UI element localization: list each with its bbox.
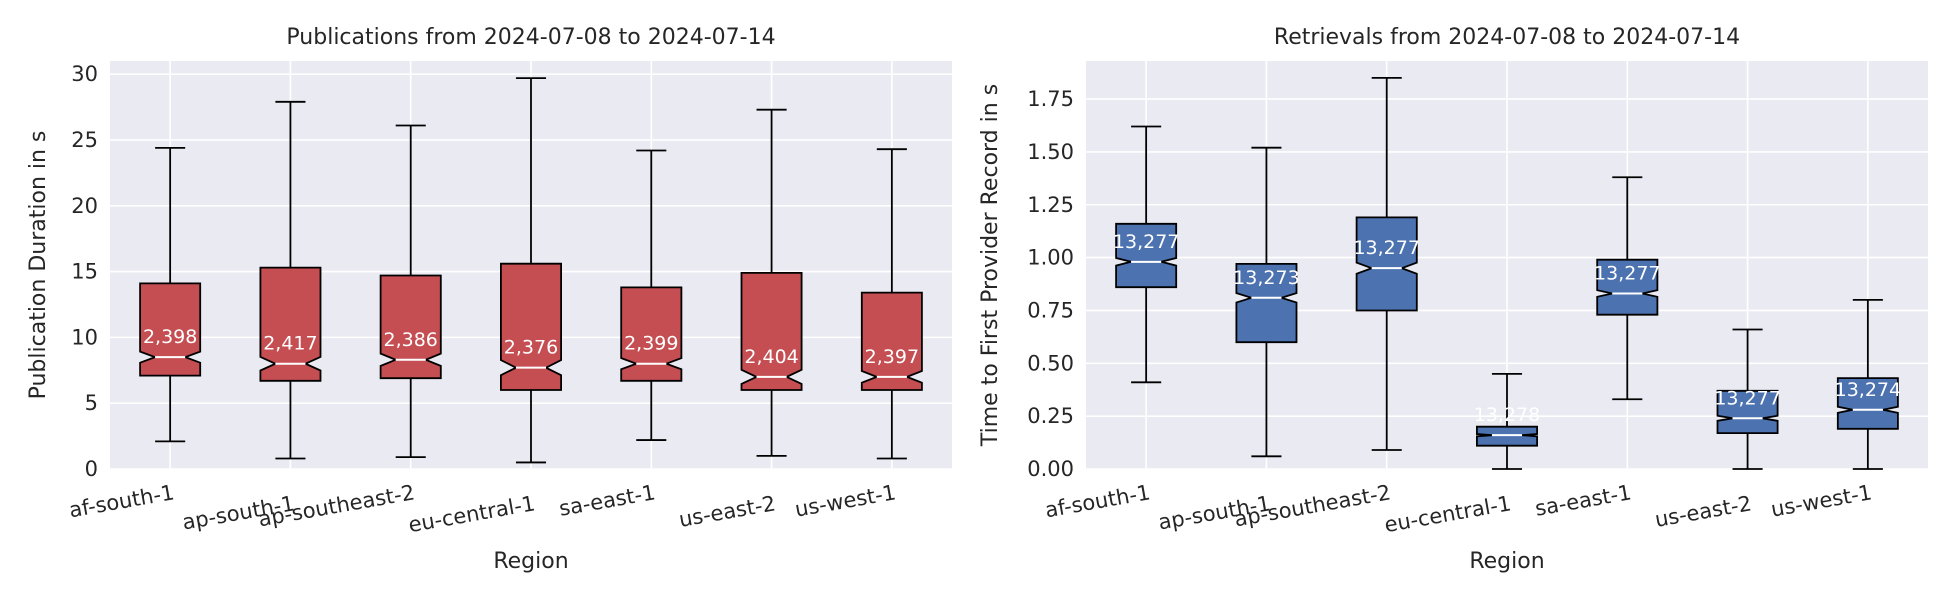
box	[740, 271, 803, 391]
box	[1115, 222, 1178, 289]
y-axis-label: Time to First Provider Record in s	[978, 84, 1003, 447]
publications-chart: Publications from 2024-07-08 to 2024-07-…	[26, 25, 952, 574]
y-tick-label: 0.50	[1027, 351, 1074, 375]
y-tick-label: 1.00	[1027, 246, 1074, 270]
y-tick-label: 30	[71, 62, 98, 86]
y-tick-label: 10	[71, 325, 98, 349]
box	[259, 266, 322, 382]
count-label: 2,399	[624, 333, 678, 355]
y-tick-label: 0	[85, 457, 98, 481]
count-label: 2,417	[263, 333, 317, 355]
box	[620, 286, 683, 382]
box	[860, 291, 923, 391]
count-label: 13,274	[1835, 379, 1901, 401]
count-label: 2,376	[504, 337, 558, 359]
box	[1836, 377, 1899, 430]
x-axis-label: Region	[493, 549, 568, 574]
y-axis-label: Publication Duration in s	[26, 131, 51, 400]
count-label: 13,278	[1474, 404, 1540, 426]
y-tick-label: 0.75	[1027, 298, 1074, 322]
box	[1476, 425, 1538, 447]
plot-area: 0510152025302,398af-south-12,417ap-south…	[67, 61, 952, 537]
box	[139, 282, 202, 377]
count-label: 13,277	[1353, 237, 1419, 259]
count-label: 2,397	[865, 346, 919, 368]
count-label: 2,386	[384, 329, 438, 351]
count-label: 13,277	[1714, 387, 1780, 409]
box	[499, 262, 562, 391]
count-label: 13,277	[1594, 263, 1660, 285]
y-tick-label: 20	[71, 194, 98, 218]
y-tick-label: 0.25	[1027, 404, 1074, 428]
box	[1355, 216, 1418, 312]
y-tick-label: 1.50	[1027, 140, 1074, 164]
box	[1596, 258, 1659, 316]
count-label: 2,404	[744, 346, 798, 368]
box	[1716, 389, 1779, 435]
count-label: 13,277	[1113, 231, 1179, 253]
box	[1235, 262, 1298, 344]
y-tick-label: 1.25	[1027, 193, 1074, 217]
y-tick-label: 0.00	[1027, 457, 1074, 481]
plot-area: 0.000.250.500.751.001.251.501.7513,277af…	[1027, 61, 1928, 537]
box	[379, 274, 442, 380]
count-label: 2,398	[143, 326, 197, 348]
y-tick-label: 5	[85, 391, 98, 415]
y-tick-label: 15	[71, 260, 98, 284]
chart-title: Retrievals from 2024-07-08 to 2024-07-14	[1274, 25, 1740, 50]
y-tick-label: 1.75	[1027, 87, 1074, 111]
chart-title: Publications from 2024-07-08 to 2024-07-…	[286, 25, 775, 50]
count-label: 13,273	[1233, 267, 1299, 289]
y-tick-label: 25	[71, 128, 98, 152]
x-axis-label: Region	[1469, 549, 1544, 574]
